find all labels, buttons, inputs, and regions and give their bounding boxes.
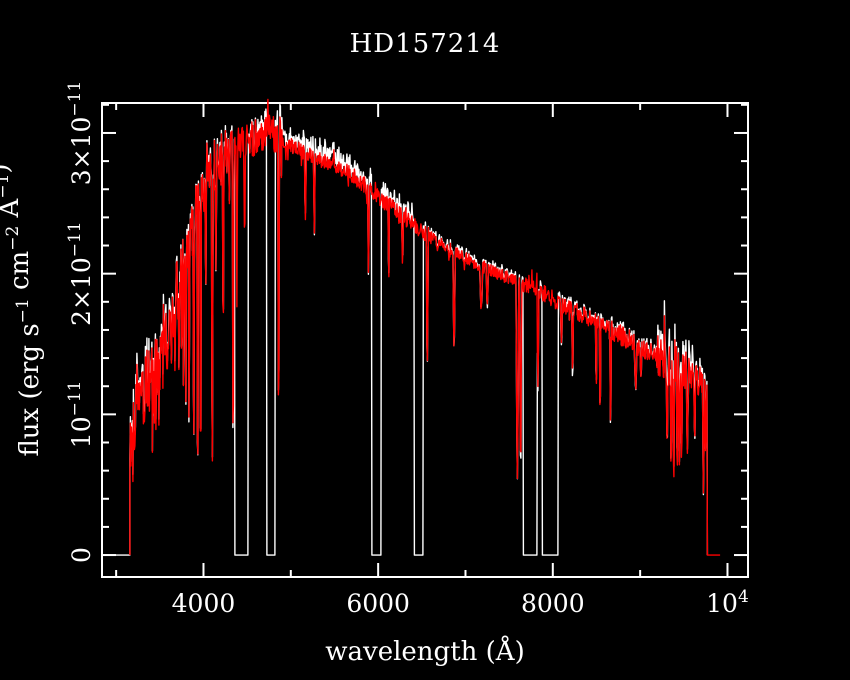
y-axis-label: flux (erg s−1 cm−2 Å−1): [0, 163, 45, 456]
y-tick-label: 3×10−11: [65, 81, 96, 186]
y-tick-label: 10−11: [65, 381, 96, 449]
chart-title: HD157214: [350, 29, 501, 59]
x-tick-label: 6000: [346, 589, 410, 618]
x-tick-label: 4000: [172, 589, 236, 618]
plot-generated-content: 4000 6000 8000 104 0 10−11 2×10−11 3×10−11 flux …: [0, 81, 749, 618]
y-tick-label: 0: [67, 547, 96, 563]
y-tick-label: 2×10−11: [65, 221, 96, 326]
red-spectrum-series: [129, 98, 721, 556]
x-axis-label: wavelength (Å): [325, 635, 524, 667]
axis-box: [101, 102, 749, 578]
x-tick-label: 8000: [521, 589, 585, 618]
x-tick-label: 104: [706, 587, 749, 618]
